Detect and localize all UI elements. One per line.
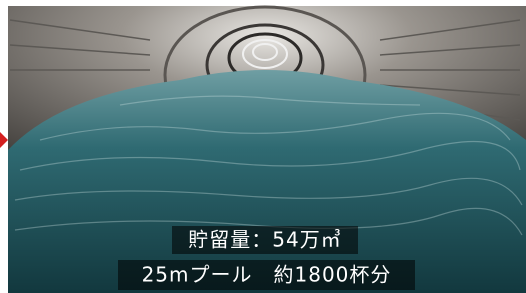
water	[8, 70, 526, 293]
caption: 貯留量：54万㎥	[188, 228, 341, 252]
caption: 25mプール 約1800杯分	[142, 263, 392, 287]
page: {"captions": ["貯留量：54万㎥", "25mプール 約1800杯…	[0, 0, 526, 293]
scene: 貯留量：54万㎥ 25mプール 約1800杯分	[0, 0, 526, 293]
red-arrow	[0, 132, 8, 148]
